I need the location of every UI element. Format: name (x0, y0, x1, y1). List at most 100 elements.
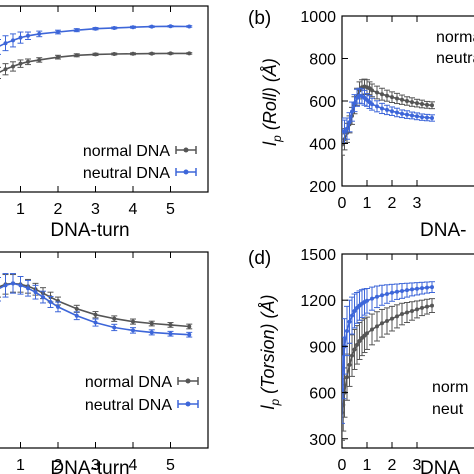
panel-d-xlabel: DNA (420, 458, 460, 474)
panel-c-xtick-label: 3 (91, 457, 100, 474)
panel-c-legend: normal DNA neutral DNA (85, 374, 199, 414)
panel-d-neutral-point (410, 287, 414, 292)
panel-a-xtick-label: 4 (129, 201, 138, 218)
panel-a-normal-point (26, 59, 30, 64)
panel-a-legend-neutral-key (175, 168, 197, 176)
panel-b-normal-point (415, 101, 419, 106)
panel-c-normal-point (187, 324, 192, 329)
panel-b-neutral-point (342, 129, 347, 134)
panel-c-neutral-point (11, 281, 15, 286)
panel-d-normal-point (355, 342, 359, 347)
panel-a-neutral-point (26, 33, 30, 38)
panel-a-neutral-point (93, 26, 98, 31)
panel-d-normal-point (370, 327, 374, 332)
panel-b-ytick-label: 200 (309, 179, 336, 196)
panel-b-normal-point (430, 103, 434, 108)
panel-b-neutral-point (395, 110, 399, 115)
panel-b-neutral-point (400, 111, 404, 116)
panel-d-normal-point (357, 338, 362, 343)
panel-b-ytick-label: 400 (309, 137, 336, 154)
panel-b-xtick-label: 0 (338, 195, 347, 212)
panel-d-neutral-point (347, 319, 352, 324)
panel-d-frame (341, 253, 474, 449)
panel-c-legend-neutral: neutral DNA (85, 397, 172, 414)
panel-a-normal-point (187, 51, 192, 56)
panel-b-normal-point (420, 101, 424, 106)
panel-a-series-normal (0, 51, 193, 80)
panel-d-neutral-point (370, 296, 374, 301)
panel-a-xlabel: DNA-turn (50, 220, 129, 241)
panel-d-normal-point (365, 331, 369, 336)
panel-d-xtick-label: 1 (363, 457, 372, 474)
panel-d-normal-point (430, 303, 434, 308)
panel-c-legend-normal-key (177, 377, 199, 385)
panel-a-normal-point (112, 51, 117, 56)
panel-b-normal-point (380, 92, 384, 97)
panel-d-neutral-point (350, 313, 354, 318)
panel-c-normal-point (168, 322, 173, 327)
panel-b-ylabel: lp (Roll) (Å) (260, 58, 284, 146)
panel-a-neutral-point (3, 41, 8, 46)
panel-c-normal-point (149, 321, 154, 326)
panel-b-label: (b) (248, 8, 271, 29)
panel-d-neutral-point (395, 289, 399, 294)
panel-d-normal-point (350, 353, 354, 358)
panel-a-normal-point (18, 61, 23, 66)
panel-c-neutral-point (168, 331, 173, 336)
panel-c-neutral-point (26, 286, 30, 291)
panel-d-ylabel: lp (Torsion) (Å) (258, 294, 282, 409)
panel-a-frame (0, 5, 209, 193)
panel-b-normal-point (385, 93, 389, 98)
panel-c-neutral-point (131, 328, 135, 333)
panel-d-normal-point (375, 324, 379, 329)
panel-c-neutral-point (33, 290, 38, 295)
panel-b-legend-neutral: neutra (436, 50, 474, 67)
panel-d-normal-point (345, 375, 349, 380)
panel-d-xtick-label: 3 (413, 457, 422, 474)
panel-a-neutral-point (149, 24, 154, 29)
panel-a-neutral-point (112, 25, 117, 30)
panel-b-neutral-point (425, 115, 429, 120)
panel-b-normal-point (395, 96, 399, 101)
panel-d-neutral-point (415, 286, 419, 291)
panel-a-xtick-label: 3 (91, 201, 100, 218)
panel-d-neutral-point (420, 286, 424, 291)
panel-d-xtick-label: 2 (388, 457, 397, 474)
panel-c-normal-point (93, 312, 98, 317)
panel-a: 1 2 3 4 5 DNA-turn normal DNA neutral DNA (0, 5, 209, 241)
panel-d-legend-normal: norm (432, 379, 468, 396)
panel-a-series-neutral (0, 24, 193, 55)
panel-d-legend-neutral: neut (432, 401, 464, 418)
panel-c-legend-neutral-key (177, 400, 199, 408)
panel-d-neutral-point (375, 294, 379, 299)
panel-d-normal-point (352, 347, 357, 352)
panel-a-normal-point (37, 57, 42, 62)
panel-d-normal-point (425, 304, 429, 309)
panel-b-neutral-point (430, 116, 434, 120)
panel-b-neutral-point (352, 101, 357, 106)
panel-a-neutral-point (187, 24, 192, 29)
panel-a-neutral-point (56, 30, 60, 35)
panel-b-ytick-label: 600 (309, 94, 336, 111)
panel-b-normal-point (370, 88, 374, 93)
panel-c-xtick-label: 5 (166, 457, 175, 474)
panel-b-neutral-point (390, 109, 394, 114)
panel-a-neutral-point (74, 28, 79, 33)
panel-d-normal-point (400, 312, 404, 317)
panel-d-neutral-point (400, 288, 404, 293)
panel-d-ytick-label: 900 (309, 339, 336, 356)
panel-d-normal-point (420, 305, 424, 310)
panel-a-normal-point (149, 51, 154, 56)
panel-c-xlabel: DNA-turn (50, 458, 129, 474)
panel-c-legend-normal: normal DNA (85, 374, 172, 391)
panel-d-normal-point (380, 321, 384, 326)
panel-a-xtick-label: 1 (16, 201, 25, 218)
panel-c-neutral-point (56, 304, 60, 309)
panel-c: 1 2 3 4 5 DNA-turn normal DNA neutral DNA (0, 251, 209, 474)
panel-d-neutral-point (425, 285, 429, 290)
panel-a-normal-errorbar (0, 66, 1, 80)
panel-c-neutral-point (41, 295, 45, 300)
panel-b-neutral-point (370, 102, 374, 107)
panel-a-normal-point (93, 52, 98, 57)
panel-a-normal-point (3, 67, 8, 72)
